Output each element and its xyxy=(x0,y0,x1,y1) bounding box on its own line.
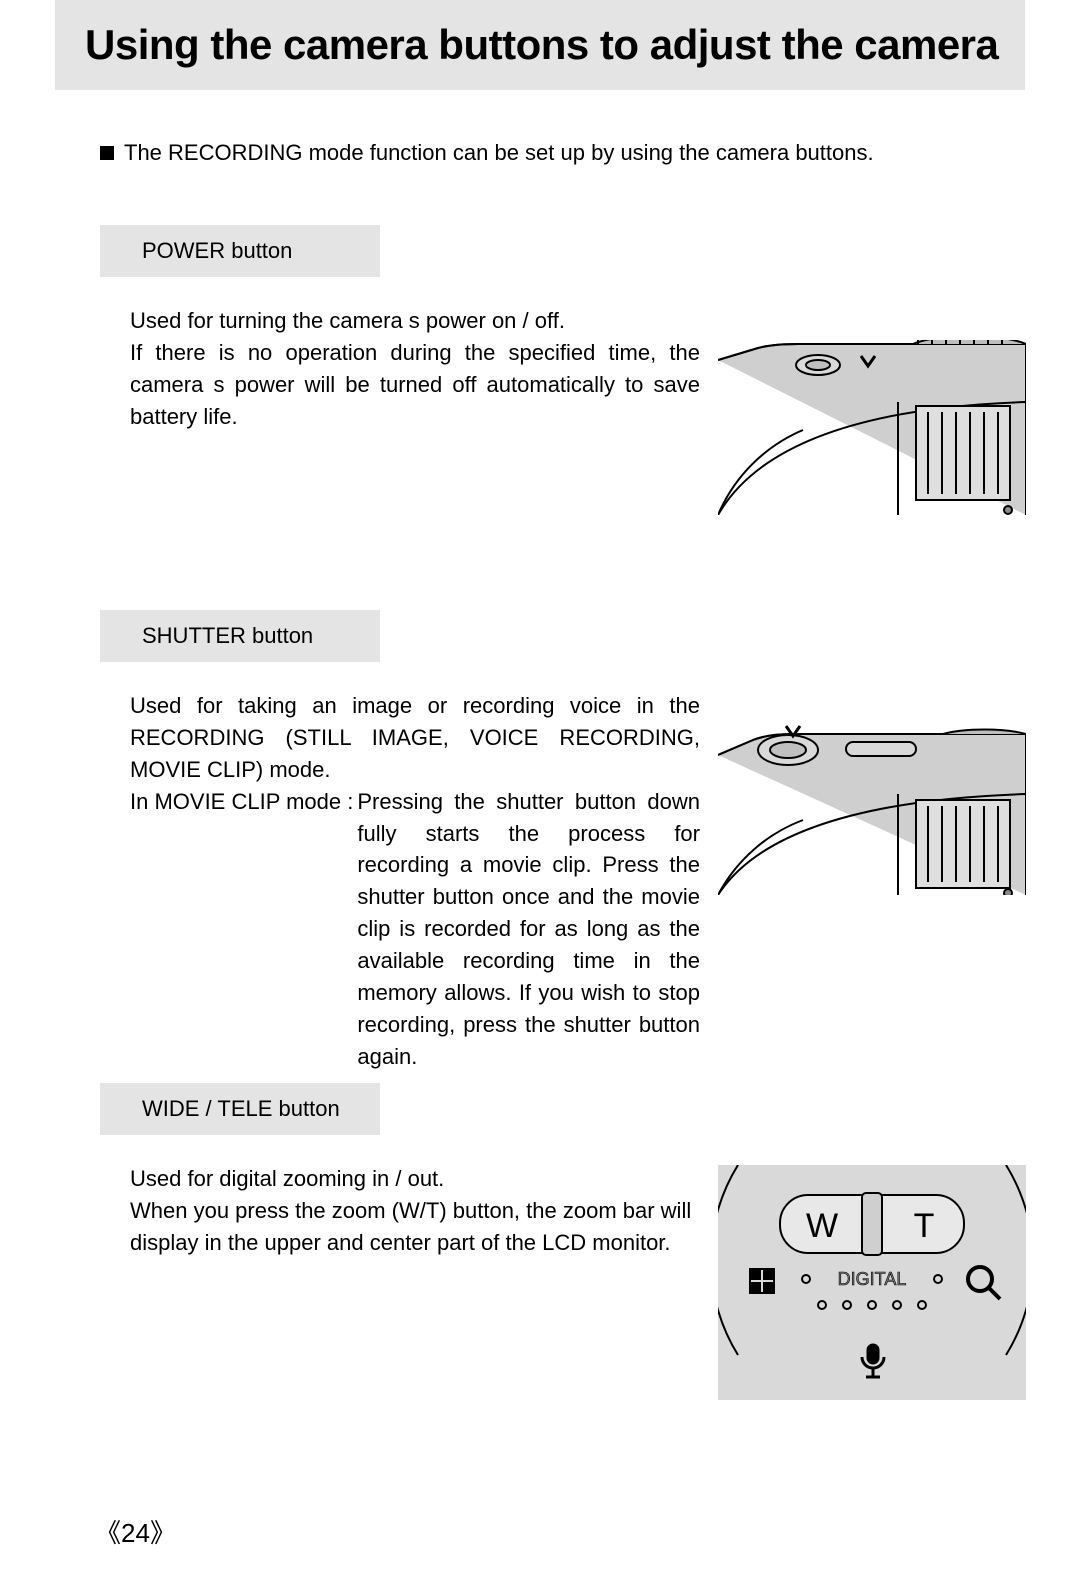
page-number: 24 xyxy=(95,1513,176,1550)
intro-text: The RECORDING mode function can be set u… xyxy=(124,140,874,166)
shutter-mode-label: In MOVIE CLIP mode : xyxy=(130,786,353,1073)
section-label-shutter: SHUTTER button xyxy=(100,610,380,662)
wt-digital-label: DIGITAL xyxy=(838,1269,907,1289)
section-body-shutter: Used for taking an image or recording vo… xyxy=(130,690,700,1073)
section-body-power: Used for turning the camera s power on /… xyxy=(130,305,700,433)
section-body-wt: Used for digital zooming in / out. When … xyxy=(130,1163,730,1259)
section-label-power: POWER button xyxy=(100,225,380,277)
intro-row: The RECORDING mode function can be set u… xyxy=(100,140,874,166)
illustration-shutter xyxy=(718,720,1026,895)
shutter-paragraph-1: Used for taking an image or recording vo… xyxy=(130,690,700,786)
wt-t-label: T xyxy=(914,1207,935,1245)
section-label-wt: WIDE / TELE button xyxy=(100,1083,380,1135)
shutter-mode-body: Pressing the shutter button down fully s… xyxy=(353,786,700,1073)
square-bullet-icon xyxy=(100,146,114,160)
page-header-band: Using the camera buttons to adjust the c… xyxy=(55,0,1025,90)
illustration-wt: W T DIGITAL xyxy=(718,1165,1026,1400)
wt-w-label: W xyxy=(806,1207,838,1245)
page-title: Using the camera buttons to adjust the c… xyxy=(85,21,998,69)
illustration-power xyxy=(718,340,1026,515)
